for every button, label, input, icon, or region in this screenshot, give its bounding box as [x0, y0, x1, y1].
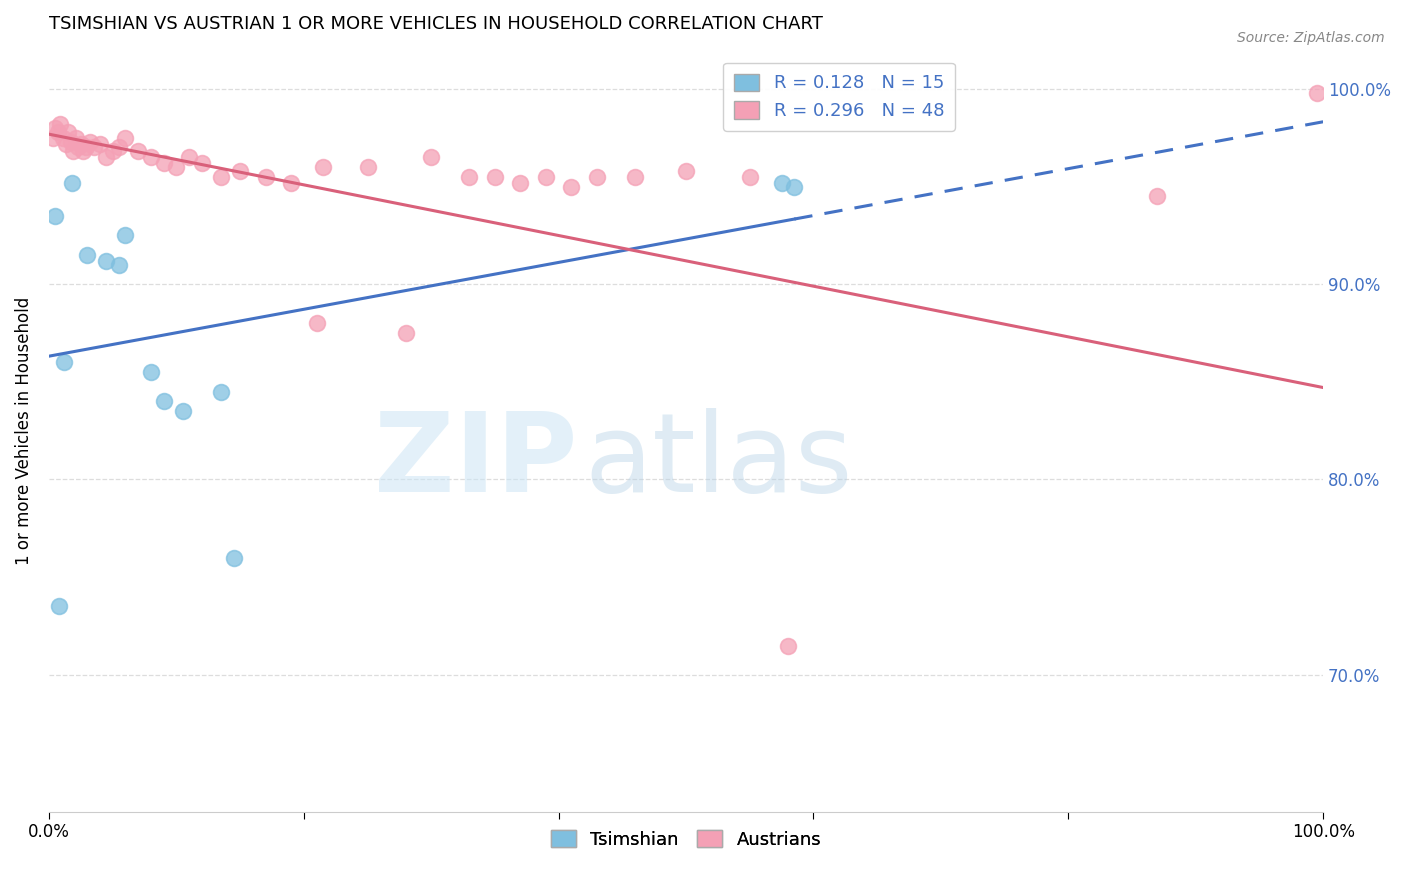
Point — [42, 130, 65, 145]
Point — [586, 169, 609, 184]
Point — [458, 169, 481, 184]
Point — [101, 145, 124, 159]
Point — [114, 130, 136, 145]
Point — [305, 316, 328, 330]
Point — [67, 140, 90, 154]
Point — [356, 160, 378, 174]
Point — [191, 156, 214, 170]
Point — [624, 169, 647, 184]
Point — [139, 365, 162, 379]
Point — [127, 145, 149, 159]
Point — [179, 150, 201, 164]
Point — [89, 136, 111, 151]
Point — [59, 135, 82, 149]
Point — [509, 176, 531, 190]
Point — [72, 145, 94, 159]
Point — [75, 140, 97, 154]
Legend: Tsimshian, Austrians: Tsimshian, Austrians — [544, 822, 828, 855]
Point — [56, 125, 79, 139]
Y-axis label: 1 or more Vehicles in Household: 1 or more Vehicles in Household — [15, 296, 32, 565]
Text: TSIMSHIAN VS AUSTRIAN 1 OR MORE VEHICLES IN HOUSEHOLD CORRELATION CHART: TSIMSHIAN VS AUSTRIAN 1 OR MORE VEHICLES… — [49, 15, 823, 33]
Point — [62, 145, 84, 159]
Point — [165, 160, 187, 174]
Point — [96, 150, 118, 164]
Point — [1146, 189, 1168, 203]
Text: ZIP: ZIP — [374, 408, 578, 515]
Point — [52, 130, 75, 145]
Point — [222, 550, 245, 565]
Point — [280, 176, 302, 190]
Point — [83, 140, 105, 154]
Point — [55, 136, 77, 151]
Point — [770, 176, 793, 190]
Point — [776, 639, 799, 653]
Text: atlas: atlas — [583, 408, 852, 515]
Point — [312, 160, 335, 174]
Point — [60, 176, 83, 190]
Point — [69, 136, 91, 151]
Point — [114, 228, 136, 243]
Point — [254, 169, 277, 184]
Point — [209, 169, 232, 184]
Point — [152, 156, 174, 170]
Point — [1306, 86, 1329, 100]
Point — [560, 179, 582, 194]
Point — [96, 253, 118, 268]
Point — [229, 164, 252, 178]
Point — [139, 150, 162, 164]
Point — [152, 394, 174, 409]
Point — [49, 117, 72, 131]
Point — [53, 355, 76, 369]
Point — [44, 209, 66, 223]
Point — [420, 150, 443, 164]
Point — [108, 140, 131, 154]
Point — [46, 125, 69, 139]
Point — [65, 130, 87, 145]
Point — [395, 326, 418, 340]
Point — [79, 135, 101, 149]
Point — [76, 248, 98, 262]
Point — [48, 599, 70, 614]
Text: Source: ZipAtlas.com: Source: ZipAtlas.com — [1237, 31, 1385, 45]
Point — [783, 179, 806, 194]
Point — [108, 258, 131, 272]
Point — [209, 384, 232, 399]
Point — [44, 120, 66, 135]
Point — [172, 404, 194, 418]
Point — [534, 169, 557, 184]
Point — [675, 164, 697, 178]
Point — [484, 169, 506, 184]
Point — [738, 169, 761, 184]
